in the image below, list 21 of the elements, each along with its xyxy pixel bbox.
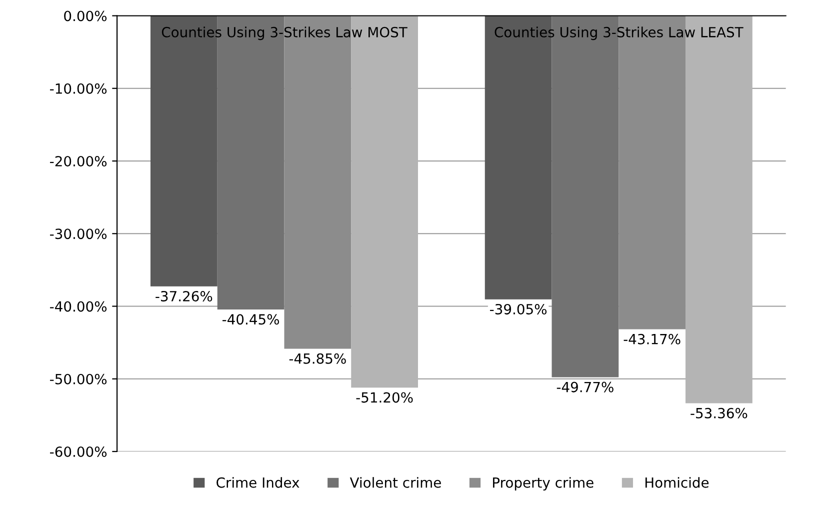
data-label: -51.20%: [356, 392, 413, 403]
data-label: -39.05%: [490, 304, 547, 314]
legend-label: Violent crime: [350, 477, 441, 488]
x-tick-label: Counties Using 3-Strikes Law LEAST: [494, 26, 744, 40]
y-tick-label: 0.00%: [64, 10, 107, 22]
legend-label: Homicide: [645, 477, 709, 488]
data-label: -53.36%: [690, 408, 748, 418]
data-label: -37.26%: [156, 290, 212, 302]
y-tick-label: -30.00%: [50, 228, 107, 240]
data-label: -45.85%: [289, 353, 346, 364]
y-tick-label: -10.00%: [50, 83, 107, 94]
data-label: -40.45%: [222, 314, 280, 325]
y-tick-label: -60.00%: [50, 446, 107, 457]
y-tick-label: -50.00%: [50, 374, 107, 384]
x-tick-label: Counties Using 3-Strikes Law MOST: [162, 26, 408, 40]
data-label: -49.77%: [556, 382, 614, 392]
legend-label: Property crime: [493, 477, 594, 491]
data-label: -43.17%: [624, 334, 680, 344]
y-tick-label: -20.00%: [50, 156, 107, 166]
legend-label: Crime Index: [216, 477, 300, 488]
y-tick-label: -40.00%: [50, 301, 107, 312]
